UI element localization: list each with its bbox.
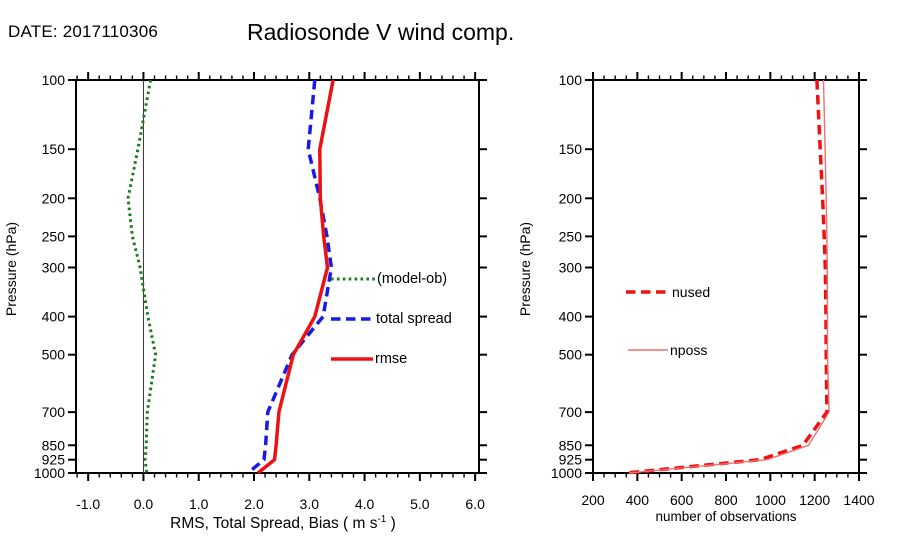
model-ob-curve xyxy=(126,79,158,474)
legend-marker-rmse xyxy=(331,357,373,361)
y-tick-label: 700 xyxy=(42,404,66,420)
left-xlabel-superscript: -1 xyxy=(377,514,387,525)
x-tick-label: 4.0 xyxy=(355,496,375,512)
y-tick-label: 100 xyxy=(42,72,66,88)
nposs-curve xyxy=(628,79,830,474)
right-panel-series xyxy=(626,79,830,475)
x-tick-label: 1.0 xyxy=(189,496,209,512)
rmse-curve xyxy=(256,79,335,475)
legend-label-nposs: nposs xyxy=(670,342,708,358)
y-tick-label: 250 xyxy=(42,228,66,244)
left-xlabel-close: ) xyxy=(386,515,396,533)
x-tick-label: 5.0 xyxy=(410,496,430,512)
legend-label-total-spread: total spread xyxy=(376,311,452,327)
y-tick-label: 150 xyxy=(559,141,583,157)
legend-item-model-ob: (model-ob) xyxy=(330,271,447,287)
x-tick-label: 6.0 xyxy=(465,496,485,512)
legend-item-nused: nused xyxy=(625,284,710,300)
legend-marker-model-ob xyxy=(331,277,375,281)
legend-item-nposs: nposs xyxy=(627,342,707,358)
y-tick-label: 850 xyxy=(559,437,583,453)
y-tick-label: 200 xyxy=(42,190,66,206)
left-panel-ylabel: Pressure (hPa) xyxy=(3,221,19,317)
x-tick-label: 400 xyxy=(626,492,650,508)
page-title: Radiosonde V wind comp. xyxy=(247,19,515,45)
legend-label-nused: nused xyxy=(672,284,711,300)
total-spread-curve xyxy=(246,79,334,475)
y-tick-label: 200 xyxy=(559,190,583,206)
y-tick-label: 400 xyxy=(42,309,66,325)
y-tick-label: 1000 xyxy=(551,465,582,481)
right-panel-xlabel: number of observations xyxy=(655,509,797,524)
legend-marker-nused xyxy=(626,290,670,294)
legend-label-model-ob: (model-ob) xyxy=(377,271,448,287)
date-label: DATE: 2017110306 xyxy=(8,22,159,41)
x-tick-label: 800 xyxy=(714,492,738,508)
y-tick-label: 250 xyxy=(559,228,583,244)
left-panel-frame xyxy=(75,79,480,474)
x-tick-label: 1200 xyxy=(799,492,830,508)
right-panel-ylabel: Pressure (hPa) xyxy=(517,221,533,317)
right-panel-frame xyxy=(592,79,860,474)
legend-item-total-spread: total spread xyxy=(330,311,452,327)
y-tick-label: 400 xyxy=(559,309,583,325)
x-tick-label: 0.0 xyxy=(134,496,154,512)
y-tick-label: 700 xyxy=(559,404,583,420)
y-tick-label: 1000 xyxy=(34,465,65,481)
y-tick-label: 850 xyxy=(42,437,66,453)
y-tick-label: 100 xyxy=(559,72,583,88)
y-tick-label: 300 xyxy=(42,260,66,276)
y-tick-label: 150 xyxy=(42,141,66,157)
legend-marker-total-spread xyxy=(331,317,374,321)
left-xlabel-text: RMS, Total Spread, Bias ( m s xyxy=(170,515,378,533)
x-tick-label: 1000 xyxy=(755,492,786,508)
y-tick-label: 925 xyxy=(42,452,66,468)
legend-marker-nposs xyxy=(628,349,668,351)
right-panel-axes: 200 400 600 800 1000 1200 1400 100 150 200 250 300 4… xyxy=(551,72,875,508)
x-tick-label: -1.0 xyxy=(76,496,100,512)
left-panel-axes: -1.0 0.0 1.0 2.0 3.0 4.0 5.0 6.0 100 150 200 250 300… xyxy=(34,72,487,512)
x-tick-label: 2.0 xyxy=(244,496,264,512)
x-tick-label: 600 xyxy=(670,492,694,508)
x-tick-label: 200 xyxy=(581,492,605,508)
y-tick-label: 300 xyxy=(559,260,583,276)
nused-curve xyxy=(626,79,829,475)
left-panel-series xyxy=(126,79,335,475)
y-tick-label: 500 xyxy=(42,347,66,363)
y-tick-label: 925 xyxy=(559,452,583,468)
x-tick-label: 3.0 xyxy=(300,496,320,512)
legend-item-rmse: rmse xyxy=(330,351,407,367)
legend-label-rmse: rmse xyxy=(375,351,408,367)
left-panel-xlabel: RMS, Total Spread, Bias ( m s-1 ) xyxy=(83,514,483,533)
x-tick-label: 1400 xyxy=(843,492,874,508)
y-tick-label: 500 xyxy=(559,347,583,363)
